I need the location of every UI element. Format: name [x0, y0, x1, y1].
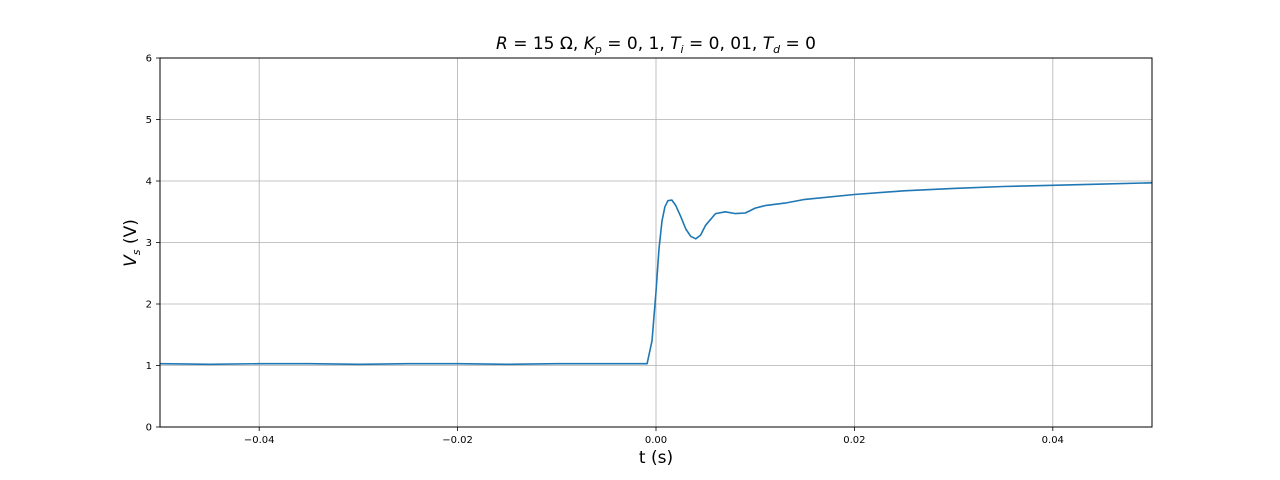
y-tick-label: 5 — [146, 115, 152, 126]
y-axis-label: Vs (V) — [121, 219, 143, 267]
y-tick-label: 4 — [146, 177, 152, 188]
x-axis-label: t (s) — [639, 448, 673, 468]
y-ticks: 0 1 2 3 4 5 6 — [146, 54, 160, 434]
x-tick-label: −0.02 — [442, 435, 473, 446]
title-kp-value: = 0, 1, — [602, 34, 670, 54]
x-tick-label: 0.02 — [843, 435, 865, 446]
y-tick-label: 6 — [146, 54, 152, 65]
title-ti-value: = 0, 01, — [684, 34, 763, 54]
title-r: R — [496, 34, 508, 54]
y-tick-label: 1 — [146, 361, 152, 372]
chart-title: R = 15 Ω, Kp = 0, 1, Ti = 0, 01, Td = 0 — [496, 34, 816, 56]
title-ti-sub: i — [681, 43, 684, 56]
x-tick-label: 0.00 — [645, 435, 667, 446]
title-td-sub: d — [773, 43, 781, 56]
x-tick-label: −0.04 — [244, 435, 275, 446]
y-label-main: V — [121, 254, 141, 267]
y-tick-label: 3 — [146, 238, 152, 249]
series-layer — [159, 182, 1153, 366]
grid — [160, 57, 1152, 428]
title-kp-sub: p — [594, 43, 602, 56]
series-line — [159, 182, 1153, 366]
title-td: T — [763, 34, 775, 54]
y-label-unit: (V) — [121, 219, 141, 249]
title-ti: T — [670, 34, 682, 54]
y-label-sub: s — [130, 249, 143, 255]
y-tick-label: 2 — [146, 300, 152, 311]
title-kp: K — [584, 34, 597, 54]
x-tick-label: 0.04 — [1042, 435, 1064, 446]
title-td-value: = 0 — [780, 34, 816, 54]
y-tick-label: 0 — [146, 423, 152, 434]
title-r-value: = 15 Ω, — [508, 34, 584, 54]
x-ticks: −0.04 −0.02 0.00 0.02 0.04 — [244, 427, 1064, 446]
